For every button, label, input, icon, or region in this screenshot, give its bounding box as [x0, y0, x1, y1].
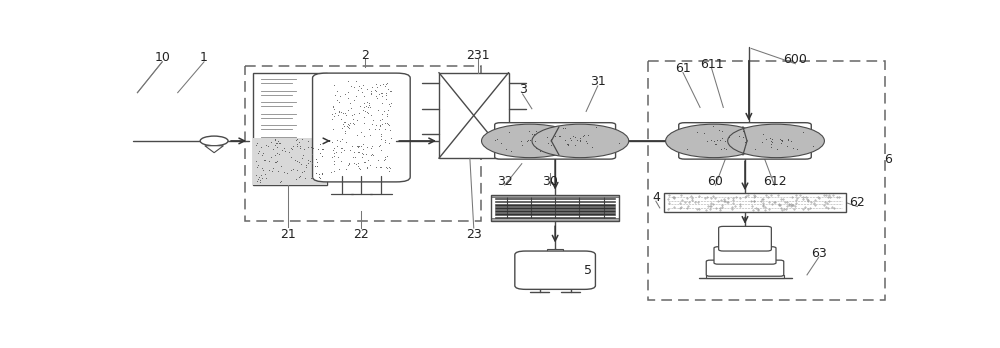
- Bar: [495, 201, 615, 202]
- Text: 63: 63: [811, 247, 826, 260]
- Text: 62: 62: [850, 196, 865, 209]
- Bar: [491, 195, 619, 221]
- FancyBboxPatch shape: [719, 227, 771, 251]
- FancyBboxPatch shape: [495, 123, 616, 159]
- Bar: [706, 275, 784, 278]
- Text: 60: 60: [708, 175, 723, 188]
- Circle shape: [532, 124, 629, 158]
- FancyBboxPatch shape: [313, 73, 410, 182]
- Text: 10: 10: [154, 52, 170, 64]
- Bar: [253, 73, 326, 185]
- Bar: [491, 195, 619, 197]
- Bar: [664, 193, 846, 212]
- Text: 31: 31: [590, 76, 606, 88]
- Bar: [495, 216, 615, 218]
- Circle shape: [728, 124, 824, 158]
- Bar: [495, 207, 615, 209]
- Text: 600: 600: [783, 54, 807, 66]
- Text: 22: 22: [354, 228, 369, 241]
- Bar: [495, 204, 615, 206]
- Bar: [491, 219, 619, 221]
- Text: 3: 3: [519, 84, 527, 96]
- FancyBboxPatch shape: [515, 251, 595, 289]
- Bar: [245, 66, 481, 221]
- Bar: [547, 250, 563, 254]
- Polygon shape: [205, 146, 223, 153]
- Text: 612: 612: [763, 175, 786, 188]
- Text: 4: 4: [652, 191, 660, 204]
- Bar: [253, 138, 326, 185]
- Text: 30: 30: [542, 175, 558, 188]
- Text: 2: 2: [361, 49, 369, 62]
- Text: 5: 5: [584, 264, 592, 277]
- Bar: [439, 73, 509, 158]
- Text: 23: 23: [466, 228, 482, 241]
- Circle shape: [482, 124, 578, 158]
- Bar: [495, 210, 615, 212]
- Text: 1: 1: [200, 52, 208, 64]
- Circle shape: [666, 124, 762, 158]
- FancyBboxPatch shape: [679, 123, 811, 159]
- FancyBboxPatch shape: [714, 247, 776, 264]
- Bar: [495, 213, 615, 215]
- FancyBboxPatch shape: [706, 260, 784, 276]
- Bar: [648, 61, 885, 300]
- Text: 231: 231: [466, 49, 489, 62]
- Bar: [495, 198, 615, 199]
- Text: 32: 32: [497, 175, 513, 188]
- Text: 61: 61: [675, 62, 691, 75]
- Text: 21: 21: [280, 228, 296, 241]
- Text: 6: 6: [884, 153, 892, 166]
- Circle shape: [200, 136, 228, 146]
- Text: 611: 611: [700, 58, 723, 71]
